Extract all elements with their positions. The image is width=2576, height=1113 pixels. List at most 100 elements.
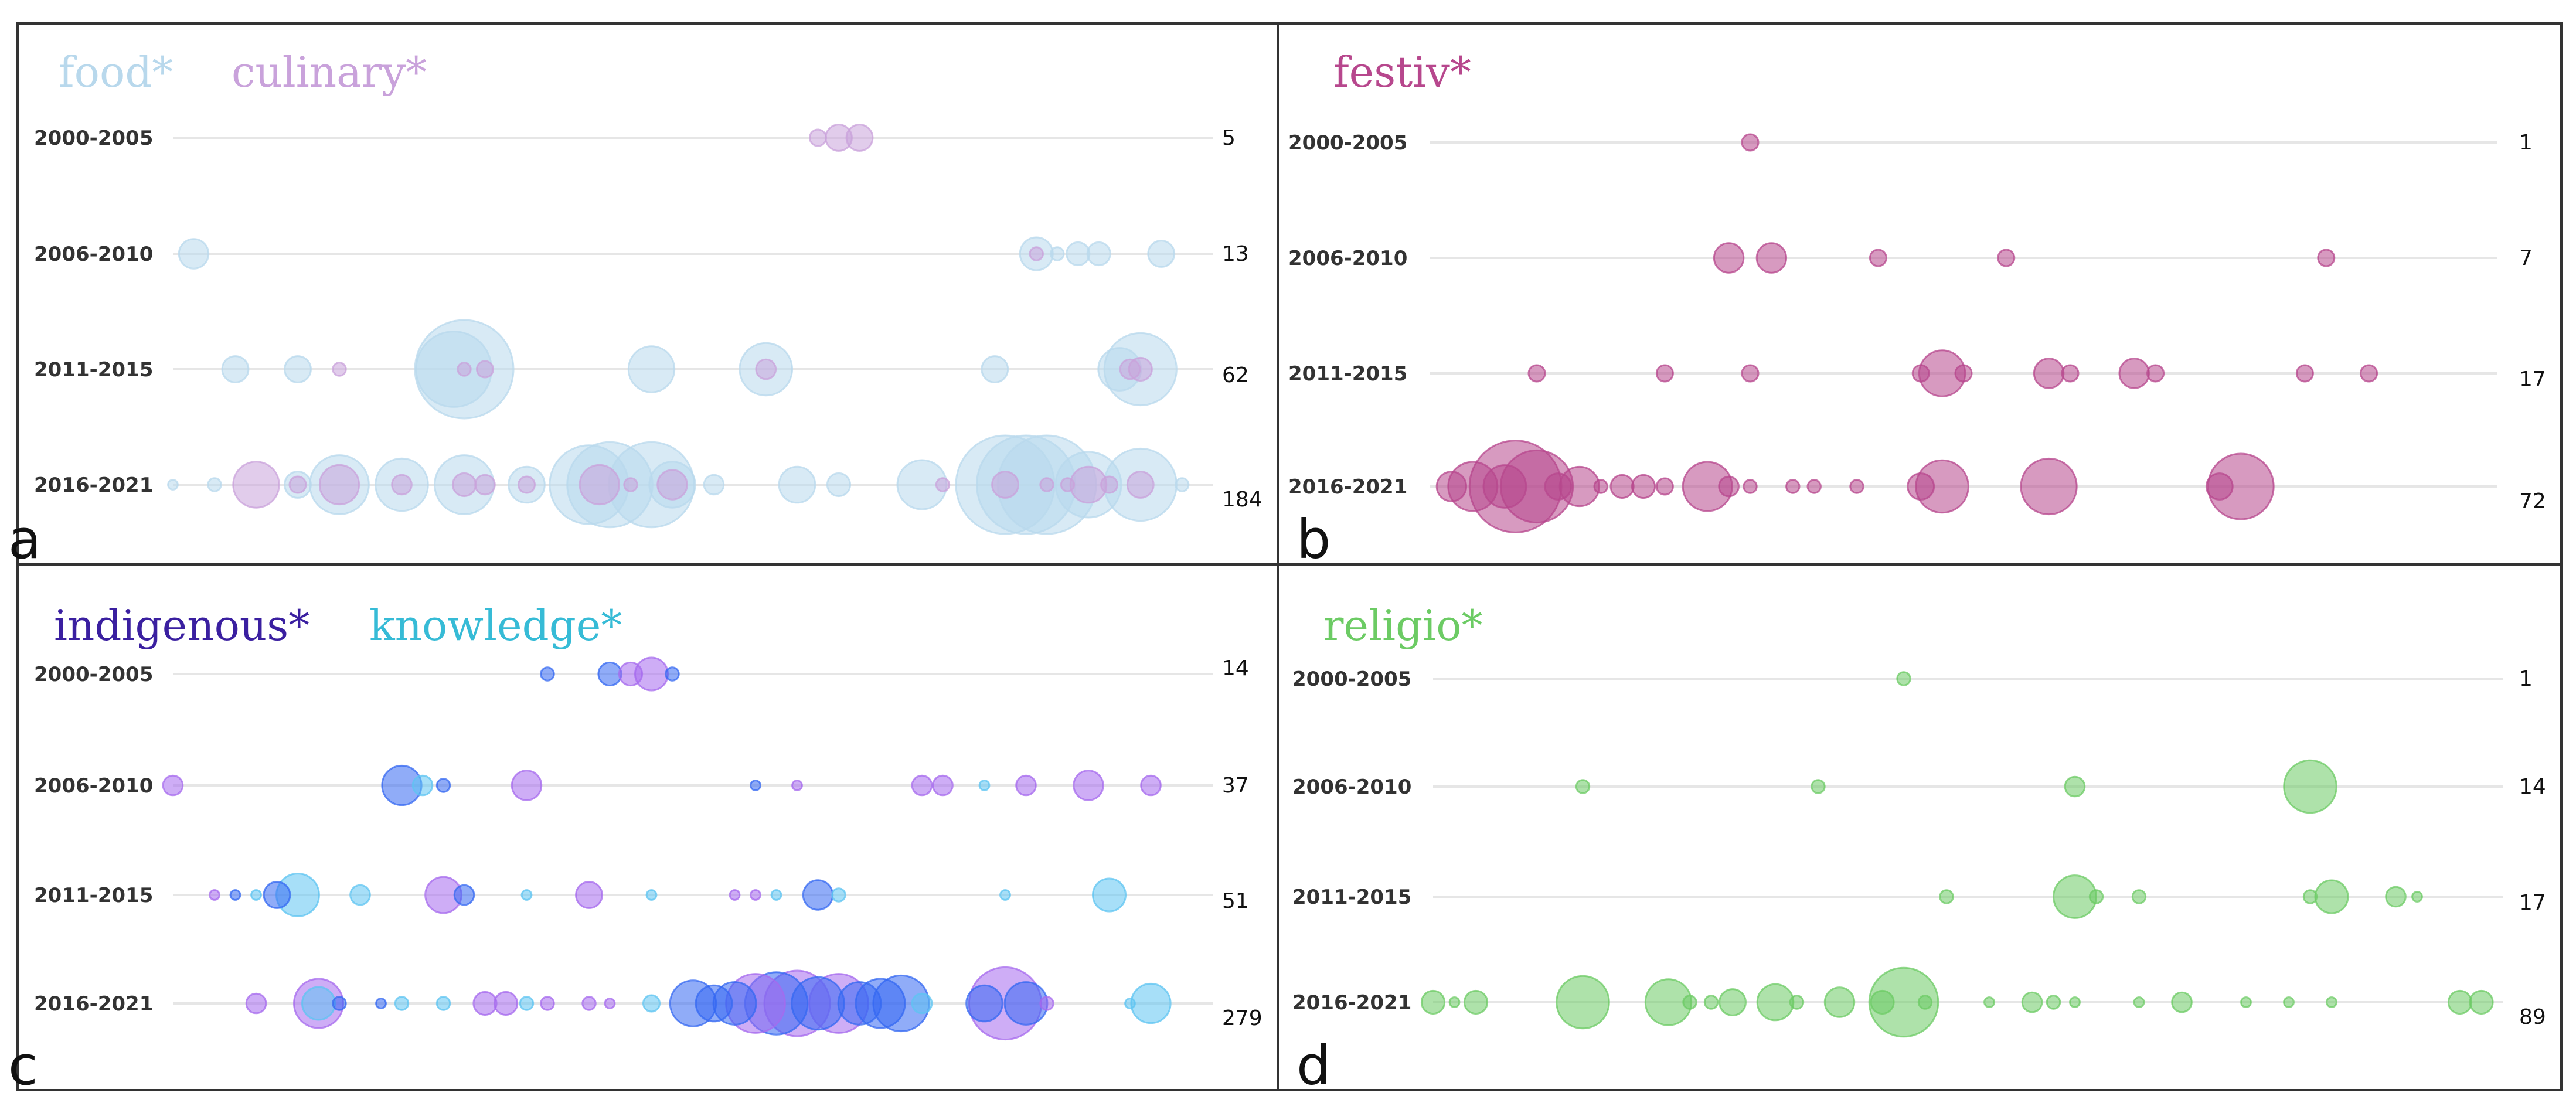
row-label: 2000-2005 [34,127,153,150]
bubble-point [1066,241,1091,267]
row-label: 2000-2005 [1292,668,1411,691]
bubble-point [1050,246,1065,261]
row-count: 17 [2519,367,2546,392]
row-label: 2006-2010 [1288,247,1407,270]
bubble-point [1175,477,1190,492]
bubble-point [750,889,761,901]
bubble-point [618,661,644,687]
bubble-point [770,889,782,901]
bubble-point [2317,249,2336,267]
bubble-point [1556,975,1610,1030]
bubble-point [2240,996,2252,1008]
bubble-point [2326,996,2337,1008]
bubble-point [1448,996,1461,1008]
row-count: 72 [2519,489,2546,513]
bubble-point [332,362,347,377]
bubble-point [1983,996,1995,1008]
bubble-point [453,884,475,906]
bubble-point [791,976,845,1031]
bubble-point [1896,671,1911,686]
bubble-point [245,992,267,1015]
bubble-point [1713,242,1745,274]
panel-b: festiv* 2000-2005 1 2006-2010 7 2011-2015 17 20… [1277,22,2563,571]
bubble-point [411,774,434,797]
row-label: 2006-2010 [34,774,153,798]
bubble-point [1719,988,1747,1016]
bubble-point [1631,474,1656,499]
bubble-point [2295,364,2314,383]
bubble-point [332,996,347,1011]
bubble-point [1741,364,1760,383]
bubble-point [2385,886,2407,908]
bubble-point [2033,358,2065,389]
bubble-point [1086,241,1111,267]
bubble-point [1870,989,1895,1015]
bubble-point [2064,775,2086,798]
bubble-point [349,884,371,906]
bubble-point [623,477,638,492]
bubble-point [575,881,603,909]
bubble-point [520,889,533,901]
row-label: 2011-2015 [1292,886,1411,909]
bubble-point [1593,479,1608,494]
bubble-point [981,355,1009,383]
bubble-point [250,889,262,901]
bubble-point [540,996,555,1011]
bubble-point [1463,989,1489,1015]
bubble-point [1060,477,1076,492]
bubble-point [965,984,1003,1023]
bubble-point [703,474,725,496]
panel-letter: d [1296,1034,1330,1097]
row-label: 2016-2021 [1288,475,1407,499]
row-count: 1 [2519,667,2533,691]
bubble-point [301,986,336,1021]
row-label: 2016-2021 [1292,991,1411,1015]
bubble-point [2171,991,2193,1013]
bubble-point [435,996,451,1011]
bubble-point [2046,995,2061,1010]
bubble-point [472,991,498,1016]
bubble-point [1789,995,1805,1010]
bubble-point [1420,989,1446,1015]
bubble-point [604,998,616,1009]
panel-c: indigenous* knowledge* 2000-2005 14 2006-201… [8,563,1279,1097]
bubble-point [1130,982,1172,1024]
bubble-point [229,889,241,901]
bubble-point [2302,889,2318,904]
bubble-point [778,465,816,504]
bubble-point [178,238,210,270]
bubble-point [2069,996,2081,1008]
bubble-point [1609,474,1635,499]
bubble-point [1849,479,1864,494]
bubble-point [493,991,519,1016]
bubble-point [167,479,179,491]
bubble-point [162,774,184,797]
bubble-point [1015,774,1037,797]
bubble-point [1743,479,1758,494]
bubble-point [791,780,803,791]
row-label: 2011-2015 [34,358,153,382]
bubble-point [2447,989,2473,1015]
bubble-point [911,774,933,797]
bubble-point [1119,358,1141,380]
row-count: 5 [1222,126,1236,150]
bubble-point [2133,996,2145,1008]
bubble-point [1868,966,1939,1038]
bubble-point [476,360,494,379]
bubble-point [1092,877,1127,913]
bubble-point [209,889,220,901]
bubble-point [1997,249,2016,267]
bubble-point [750,780,761,791]
row-count: 13 [1222,242,1249,266]
legend-label: festiv* [1333,47,1471,97]
bubble-point [845,124,874,152]
bubble-point [1029,246,1044,261]
bubble-point [729,889,741,901]
bubble-point [394,996,410,1011]
bubble-point [1575,779,1591,794]
bubble-point [1823,986,1856,1018]
bubble-point [999,889,1011,901]
legend-label: knowledge* [369,601,622,650]
bubble-point [2088,889,2104,904]
